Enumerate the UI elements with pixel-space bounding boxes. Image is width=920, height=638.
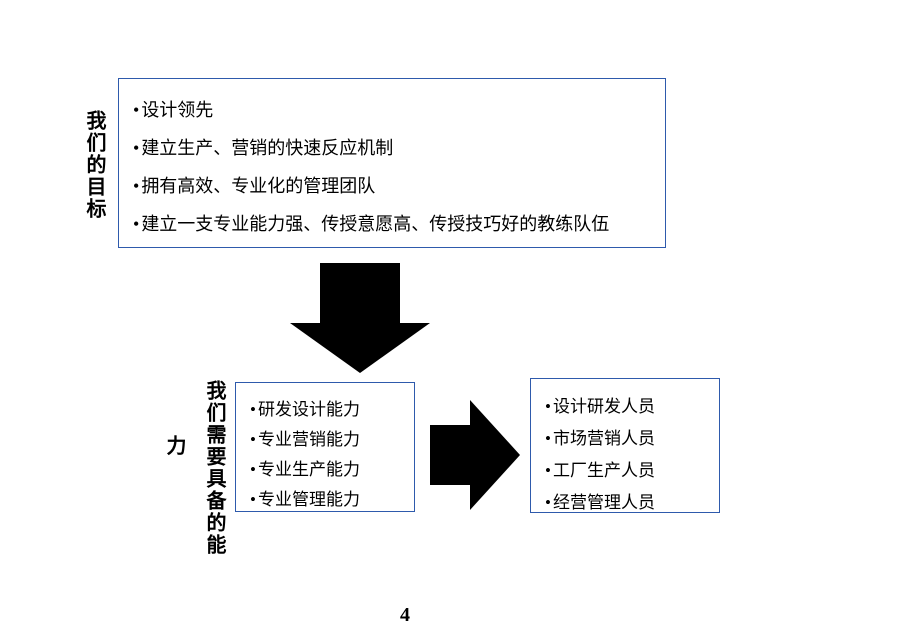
abilities-list: 研发设计能力专业营销能力专业生产能力专业管理能力 [236, 383, 414, 527]
list-item: 设计研发人员 [545, 393, 705, 421]
list-item: 拥有高效、专业化的管理团队 [133, 169, 651, 203]
goals-list: 设计领先建立生产、营销的快速反应机制拥有高效、专业化的管理团队建立一支专业能力强… [119, 79, 665, 255]
box-abilities: 研发设计能力专业营销能力专业生产能力专业管理能力 [235, 382, 415, 512]
list-item: 专业管理能力 [250, 487, 400, 513]
list-item: 专业营销能力 [250, 427, 400, 453]
label-abilities-text-b: 力 [163, 435, 185, 457]
label-abilities-col2: 力 [160, 435, 189, 457]
list-item: 建立生产、营销的快速反应机制 [133, 131, 651, 165]
list-item: 专业生产能力 [250, 457, 400, 483]
box-personnel: 设计研发人员市场营销人员工厂生产人员经营管理人员 [530, 378, 720, 513]
arrow-right-icon [430, 400, 520, 510]
box-goals: 设计领先建立生产、营销的快速反应机制拥有高效、专业化的管理团队建立一支专业能力强… [118, 78, 666, 248]
list-item: 工厂生产人员 [545, 457, 705, 485]
list-item: 建立一支专业能力强、传授意愿高、传授技巧好的教练队伍 [133, 207, 651, 241]
list-item: 市场营销人员 [545, 425, 705, 453]
label-abilities-col1: 我们需要具备的能 [200, 380, 229, 556]
page-number: 4 [400, 604, 410, 627]
list-item: 经营管理人员 [545, 489, 705, 517]
page-number-text: 4 [400, 604, 410, 626]
label-goals: 我们的目标 [80, 110, 109, 220]
arrow-down-icon [290, 263, 430, 373]
list-item: 研发设计能力 [250, 397, 400, 423]
personnel-list: 设计研发人员市场营销人员工厂生产人员经营管理人员 [531, 379, 719, 531]
label-abilities-text-a: 我们需要具备的能 [203, 380, 225, 556]
label-goals-text: 我们的目标 [83, 110, 105, 220]
list-item: 设计领先 [133, 93, 651, 127]
